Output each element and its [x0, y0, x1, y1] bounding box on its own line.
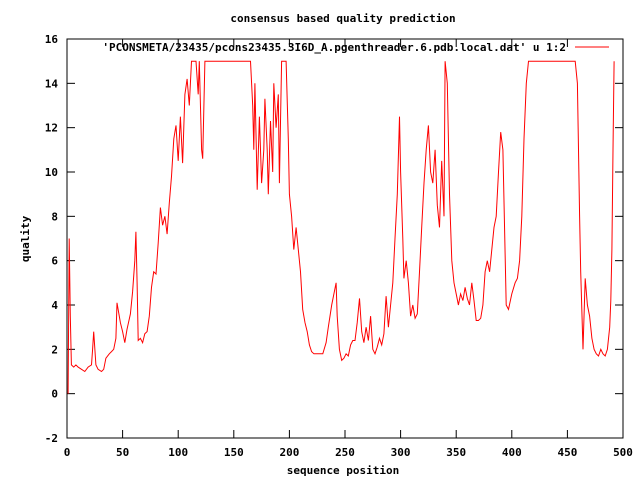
axis-ticks: -2 0 2 4 6 8 10 12 14 16 0 50 100 150 200 250 300 350 400 4…: [45, 33, 633, 459]
x-tick-label: 500: [613, 446, 633, 459]
y-tick-label: 6: [51, 255, 58, 268]
x-tick-label: 400: [502, 446, 522, 459]
y-tick-label: 2: [51, 343, 58, 356]
y-tick-label: 10: [45, 166, 58, 179]
y-tick-label: 4: [51, 299, 58, 312]
x-tick-label: 450: [557, 446, 577, 459]
series-line: [67, 60, 615, 394]
y-tick-label: 0: [51, 388, 58, 401]
y-tick-label: 16: [45, 33, 59, 46]
x-tick-label: 0: [64, 446, 71, 459]
x-tick-label: 200: [279, 446, 299, 459]
x-tick-label: 100: [168, 446, 188, 459]
y-axis-label: quality: [19, 215, 32, 262]
x-tick-label: 350: [446, 446, 466, 459]
y-tick-label: 8: [51, 210, 58, 223]
chart-title: consensus based quality prediction: [230, 12, 455, 25]
y-tick-label: 12: [45, 122, 58, 135]
x-tick-label: 50: [116, 446, 129, 459]
legend-label: 'PCONSMETA/23435/pcons23435.3I6D_A.pgent…: [102, 41, 566, 54]
y-tick-label: -2: [45, 432, 58, 445]
series-layer: [67, 60, 615, 394]
x-tick-label: 300: [391, 446, 411, 459]
x-tick-label: 250: [335, 446, 355, 459]
x-axis-label: sequence position: [287, 464, 400, 477]
x-tick-label: 150: [224, 446, 244, 459]
plot-border: [66, 38, 624, 439]
y-tick-label: 14: [45, 77, 59, 90]
